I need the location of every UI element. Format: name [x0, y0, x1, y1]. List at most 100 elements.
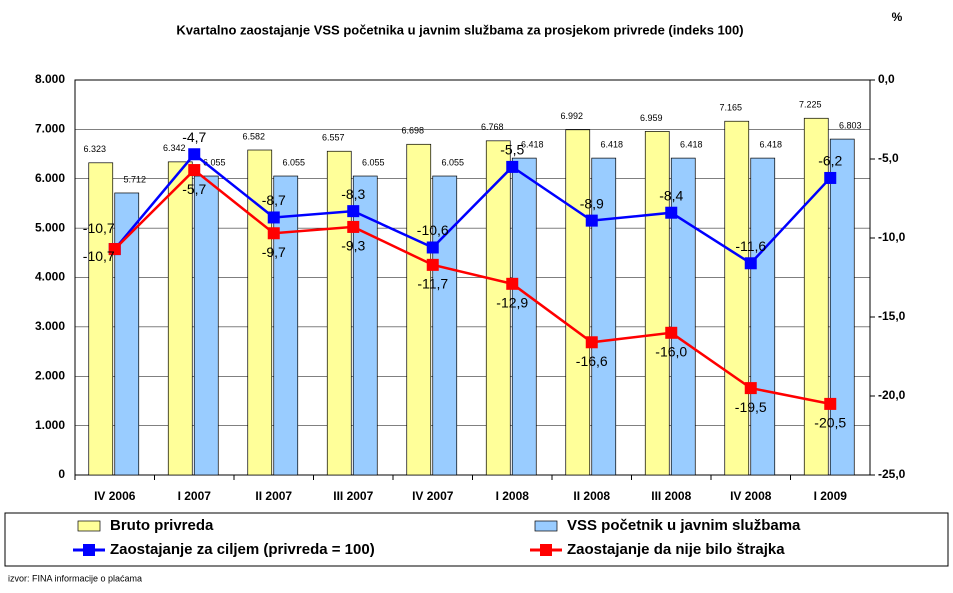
bar — [511, 157, 537, 476]
x-tick-label: II 2007 — [255, 489, 292, 503]
source: izvor: FINA informacije o plaćama — [8, 573, 142, 583]
x-tick-label: II 2008 — [573, 489, 610, 503]
line-marker — [188, 148, 201, 161]
bar — [750, 157, 776, 476]
bar — [644, 131, 670, 476]
bar-value-label: 7.225 — [799, 100, 822, 110]
line-value-label: -8,4 — [659, 187, 683, 203]
bar-value-label: 6.055 — [203, 157, 226, 167]
y2-tick-label: 0,0 — [878, 72, 895, 86]
bar-value-label: 5.712 — [123, 174, 146, 184]
y-tick-label: 5.000 — [35, 220, 65, 234]
y2-tick-label: -10,0 — [878, 230, 906, 244]
bar-value-label: 6.768 — [481, 122, 504, 132]
line-value-label: -6,2 — [818, 153, 842, 169]
line-value-label: -10,7 — [83, 220, 115, 236]
x-tick-label: III 2007 — [333, 489, 373, 503]
bar-value-label: 6.803 — [839, 120, 862, 130]
line-marker — [267, 227, 280, 240]
line — [113, 152, 832, 265]
line-marker — [426, 258, 439, 271]
line-value-label: -16,0 — [655, 344, 687, 360]
line-marker — [824, 171, 837, 184]
y2-axis-label: % — [892, 10, 903, 24]
bar — [114, 192, 140, 476]
bar — [829, 138, 855, 476]
bar-value-label: 6.418 — [521, 139, 544, 149]
y-tick-label: 3.000 — [35, 319, 65, 333]
legend-label: Zaostajanje za ciljem (privreda = 100) — [110, 541, 375, 558]
bar-value-label: 6.698 — [401, 126, 424, 136]
legend-label: VSS početnik u javnim službama — [567, 517, 801, 534]
line-marker — [744, 257, 757, 270]
legend-swatch — [540, 544, 552, 556]
x-tick-label: III 2008 — [651, 489, 691, 503]
line-marker — [267, 211, 280, 224]
line-value-label: -10,6 — [417, 222, 449, 238]
bar-value-label: 6.342 — [163, 143, 186, 153]
y-tick-label: 6.000 — [35, 171, 65, 185]
line-marker — [347, 205, 360, 218]
bar-value-label: 6.992 — [560, 111, 583, 121]
line-marker — [824, 397, 837, 410]
line-value-label: -12,9 — [496, 295, 528, 311]
line-value-label: -9,3 — [341, 238, 365, 254]
line-value-label: -5,7 — [182, 181, 206, 197]
x-tick-label: IV 2007 — [412, 489, 454, 503]
bar — [565, 129, 591, 476]
bar-value-label: 6.055 — [441, 157, 464, 167]
bar — [406, 143, 432, 476]
line-marker — [744, 382, 757, 395]
chart-title: Kvartalno zaostajanje VSS početnika u ja… — [176, 22, 743, 37]
legend-swatch — [77, 520, 101, 532]
bar — [167, 161, 193, 476]
bar — [193, 175, 219, 476]
bar-value-label: 6.418 — [759, 139, 782, 149]
y-tick-label: 1.000 — [35, 418, 65, 432]
line-marker — [188, 164, 201, 177]
line-value-label: -8,9 — [580, 195, 604, 211]
line-marker — [665, 326, 678, 339]
bar-value-label: 6.557 — [322, 133, 345, 143]
bar-value-label: 6.055 — [362, 157, 385, 167]
line-value-label: -4,7 — [182, 129, 206, 145]
bar — [273, 175, 299, 476]
bar — [591, 157, 617, 476]
line-marker — [506, 277, 519, 290]
x-tick-label: I 2009 — [814, 489, 848, 503]
bar — [724, 120, 750, 476]
y-tick-label: 4.000 — [35, 270, 65, 284]
line-marker — [585, 214, 598, 227]
line-marker — [108, 243, 121, 256]
legend-swatch — [534, 520, 558, 532]
line-value-label: -8,7 — [262, 192, 286, 208]
line-value-label: -8,3 — [341, 186, 365, 202]
line-marker — [347, 220, 360, 233]
bar — [670, 157, 696, 476]
line-value-label: -16,6 — [576, 353, 608, 369]
bar-value-label: 6.055 — [282, 157, 305, 167]
bar — [247, 149, 273, 476]
line-value-label: -10,7 — [83, 248, 115, 264]
y2-tick-label: -5,0 — [878, 151, 899, 165]
bar-value-label: 6.582 — [242, 131, 265, 141]
line-marker — [665, 206, 678, 219]
legend-label: Zaostajanje da nije bilo štrajka — [567, 541, 785, 558]
bar-value-label: 7.165 — [719, 103, 742, 113]
bar — [485, 140, 511, 476]
bar-value-label: 6.959 — [640, 113, 663, 123]
line-marker — [585, 336, 598, 349]
legend — [4, 512, 949, 567]
line — [113, 168, 831, 406]
line-marker — [506, 160, 519, 173]
x-tick-label: IV 2006 — [94, 489, 136, 503]
y-tick-label: 0 — [58, 467, 65, 481]
bar — [432, 175, 458, 476]
line-value-label: -11,7 — [417, 276, 448, 292]
x-tick-label: I 2008 — [496, 489, 530, 503]
y2-tick-label: -25,0 — [878, 467, 906, 481]
x-tick-label: IV 2008 — [730, 489, 772, 503]
line-value-label: -9,7 — [262, 244, 286, 260]
y-tick-label: 7.000 — [35, 122, 65, 136]
